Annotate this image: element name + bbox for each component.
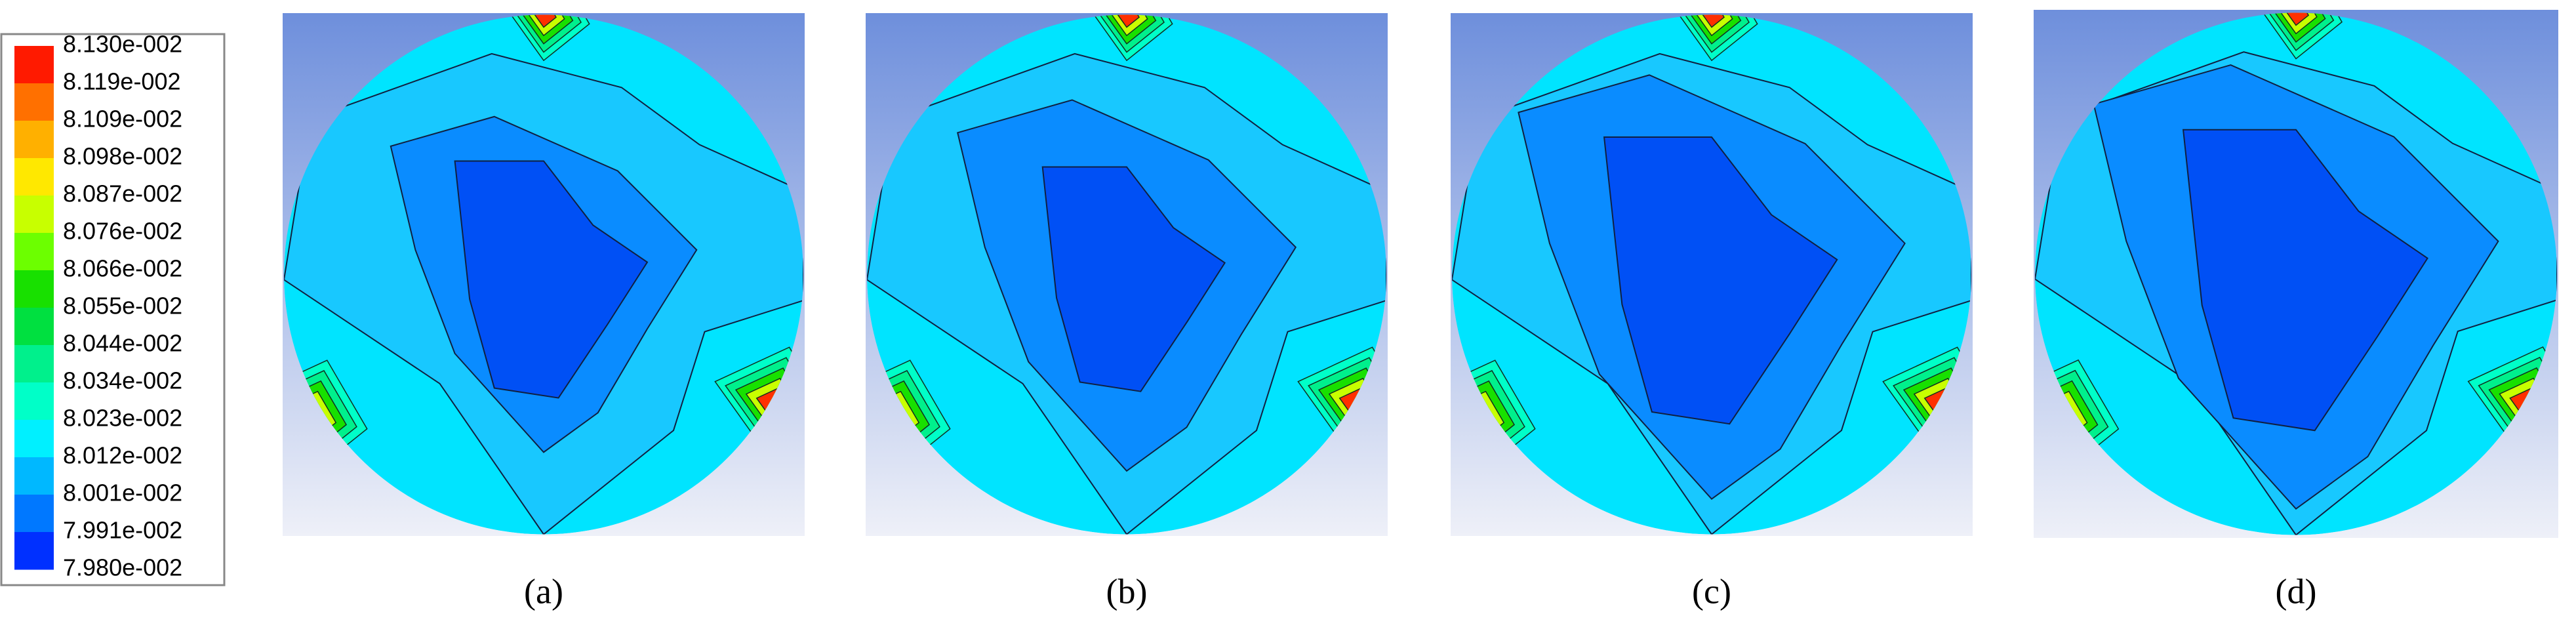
hotspot [497,14,590,62]
contour-panel: (d) [2034,10,2558,611]
colorbar: 8.130e-002 8.119e-002 8.109e-002 8.098e-002… [14,31,182,581]
hotspot [1665,14,1758,62]
colorbar-label: 8.001e-002 [63,480,182,506]
colorbar-band [14,382,54,420]
hotspot [1113,14,1140,28]
hotspot [2274,12,2318,35]
hotspot [1105,14,1148,37]
colorbar-band [14,420,54,458]
colorbar-band [14,83,54,121]
hotspot [1080,14,1173,62]
colorbar-band [14,532,54,570]
colorbar-label: 8.109e-002 [63,106,182,133]
hotspot [2249,12,2343,60]
colorbar-label: 8.023e-002 [63,405,182,432]
colorbar-label: 8.119e-002 [63,68,181,95]
contour-panel: (a) [283,13,805,611]
contour-panel: (c) [1451,13,1973,611]
colorbar-label: 8.055e-002 [63,293,182,319]
contour-panel: (b) [866,13,1388,611]
panel-label: (b) [1106,571,1148,611]
colorbar-band [14,495,54,533]
colorbar-label: 8.044e-002 [63,330,182,357]
colorbar-band [14,345,54,383]
contour-level [1603,136,1838,425]
hotspot [513,14,574,45]
colorbar-band [14,233,54,271]
hotspot [530,14,557,28]
colorbar-label: 8.012e-002 [63,442,182,469]
hotspot [2266,12,2326,43]
colorbar-label: 7.991e-002 [63,517,182,544]
colorbar-band [14,195,54,234]
panels: (a) (b) (c) (d) [283,10,2558,611]
contour-level [454,160,649,399]
colorbar-label: 8.066e-002 [63,255,182,282]
hotspot [1097,14,1157,45]
panel-label: (c) [1692,571,1731,611]
colorbar-label: 8.098e-002 [63,143,182,170]
colorbar-band [14,308,54,346]
contour-level [2182,129,2428,432]
hotspot [2282,12,2310,26]
hotspot [2257,12,2335,51]
contour-level [1041,166,1226,392]
colorbar-label: 8.130e-002 [63,31,182,58]
contour-fills [867,14,1386,535]
colorbar-label: 8.087e-002 [63,180,182,207]
colorbar-band [14,158,54,196]
panel-label: (d) [2276,571,2317,611]
hotspot [1681,14,1742,45]
colorbar-band [14,121,54,159]
hotspot [1698,14,1725,28]
colorbar-band [14,270,54,308]
colorbar-label: 8.076e-002 [63,218,182,245]
panel-label: (a) [524,571,563,611]
colorbar-label: 7.980e-002 [63,554,182,581]
hotspot [522,14,565,37]
hotspot [1690,14,1733,37]
colorbar-band [14,46,54,84]
colorbar-band [14,457,54,495]
colorbar-label: 8.034e-002 [63,367,182,394]
